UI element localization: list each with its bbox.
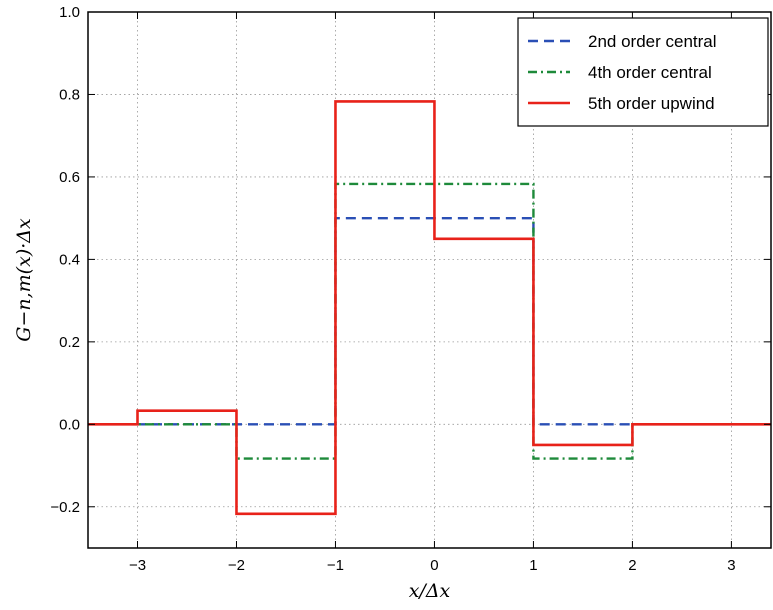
series-line-4th-order-central — [88, 182, 771, 460]
plot-frame — [87, 11, 772, 549]
x-tick-label: −3 — [129, 557, 146, 574]
legend-box — [517, 17, 769, 127]
series-line-2nd-order-central — [88, 216, 771, 426]
legend-label: 2nd order central — [588, 32, 717, 51]
series-group — [88, 100, 771, 516]
x-axis-label: x/Δx — [409, 580, 451, 602]
legend-label: 4th order central — [588, 63, 712, 82]
y-tick-label: 0.0 — [59, 416, 80, 433]
y-axis-label: G−n,m(x)·Δx — [13, 218, 35, 342]
y-tick-label: 1.0 — [59, 4, 80, 21]
axis-ticks: −3 −2 −1 0 1 2 3 1.0 0.8 0.6 0.4 0.2 0.0 −0.2 — [50, 4, 771, 574]
legend-label: 5th order upwind — [588, 94, 715, 113]
x-tick-label: −1 — [327, 557, 344, 574]
legend: 2nd order central 4th order central 5th or… — [517, 17, 769, 127]
series-line-5th-order-upwind — [88, 100, 771, 516]
y-tick-label: −0.2 — [50, 499, 80, 516]
y-tick-label: 0.2 — [59, 334, 80, 351]
y-tick-label: 0.8 — [59, 86, 80, 103]
x-tick-label: 3 — [727, 557, 735, 574]
y-tick-label: 0.6 — [59, 169, 80, 186]
x-tick-label: −2 — [228, 557, 245, 574]
x-tick-label: 2 — [628, 557, 636, 574]
y-tick-label: 0.4 — [59, 251, 80, 268]
x-tick-label: 1 — [529, 557, 537, 574]
x-tick-label: 0 — [430, 557, 438, 574]
